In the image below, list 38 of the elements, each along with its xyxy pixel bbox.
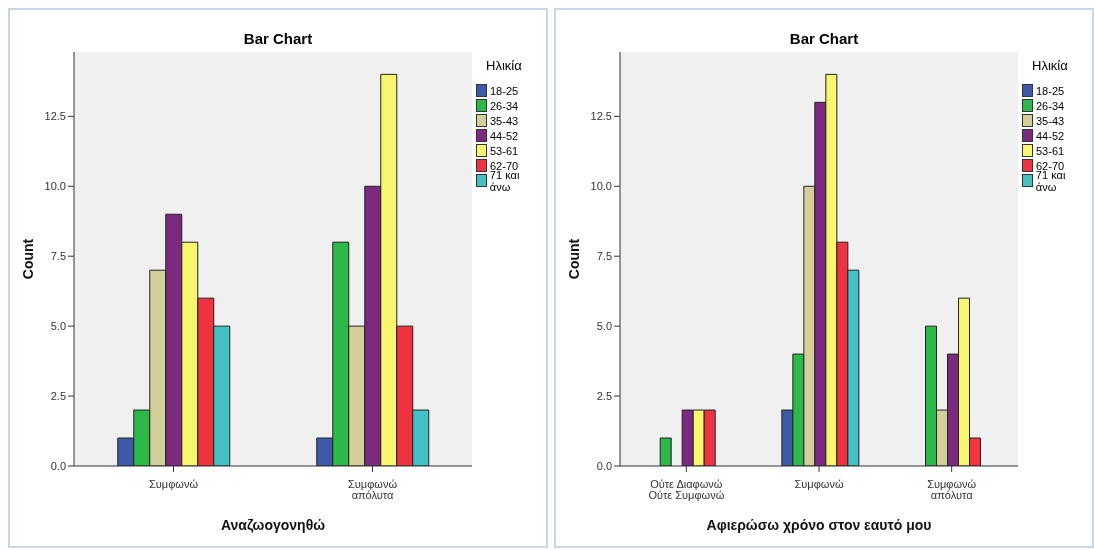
legend-label: 35-43 [490, 114, 519, 127]
legend-label: 26-34 [1036, 99, 1065, 112]
x-axis-title: Αφιερώσω χρόνο στον εαυτό μου [706, 517, 932, 533]
y-tick-label: 2.5 [596, 389, 612, 402]
legend-label: 44-52 [490, 129, 519, 142]
y-tick-label: 10.0 [590, 180, 612, 193]
y-tick-label: 10.0 [44, 180, 66, 193]
y-tick-label: 12.5 [590, 110, 612, 123]
legend-label: 44-52 [1036, 129, 1065, 142]
y-tick-label: 0.0 [596, 459, 612, 472]
y-tick-label: 7.5 [50, 250, 66, 263]
y-tick-label: 7.5 [596, 250, 612, 263]
legend-label: 62-70 [490, 159, 519, 172]
x-tick-label: Συμφωνώ απόλυτα [927, 477, 977, 501]
legend-label: 35-43 [1036, 114, 1065, 127]
x-tick-label: Συμφωνώ [794, 477, 844, 490]
y-axis-title: Count [565, 238, 582, 280]
legend-label: 18-25 [1036, 84, 1065, 97]
legend-label: 53-61 [490, 144, 519, 157]
y-tick-label: 5.0 [50, 320, 66, 333]
y-tick-label: 2.5 [50, 389, 66, 402]
legend-label: 62-70 [1036, 159, 1065, 172]
legend-label: 18-25 [490, 84, 519, 97]
x-axis-title: Αναζωογονηθώ [220, 517, 326, 533]
bar [659, 437, 672, 466]
x-tick-label: Συμφωνώ απόλυτα [348, 477, 398, 501]
legend-label: 26-34 [490, 99, 519, 112]
y-tick-label: 0.0 [50, 459, 66, 472]
legend-label: 53-61 [1036, 144, 1065, 157]
chart-title: Bar Chart [788, 30, 860, 49]
y-tick-label: 5.0 [596, 320, 612, 333]
chart-title: Bar Chart [242, 30, 314, 49]
x-tick-label: Συμφωνώ [149, 477, 199, 490]
legend-title: Ηλικία [1032, 58, 1069, 73]
x-tick-label: Ούτε Διαφωνώ Ούτε Συμφωνώ [648, 477, 725, 501]
y-tick-label: 12.5 [44, 110, 66, 123]
y-axis-title: Count [19, 238, 36, 280]
legend-title: Ηλικία [486, 58, 523, 73]
